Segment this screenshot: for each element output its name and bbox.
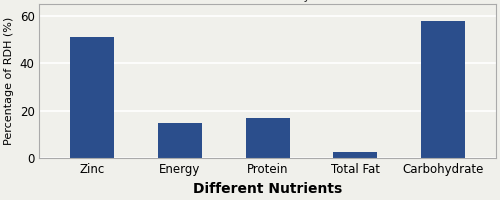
Bar [70,37,114,158]
X-axis label: Different Nutrients: Different Nutrients [193,182,342,196]
Text: www.dietandfitnesstoday.com: www.dietandfitnesstoday.com [162,0,338,2]
Bar [158,123,202,158]
Bar [334,152,378,158]
Bar [421,21,465,158]
Bar [246,118,290,158]
Y-axis label: Percentage of RDH (%): Percentage of RDH (%) [4,17,14,145]
